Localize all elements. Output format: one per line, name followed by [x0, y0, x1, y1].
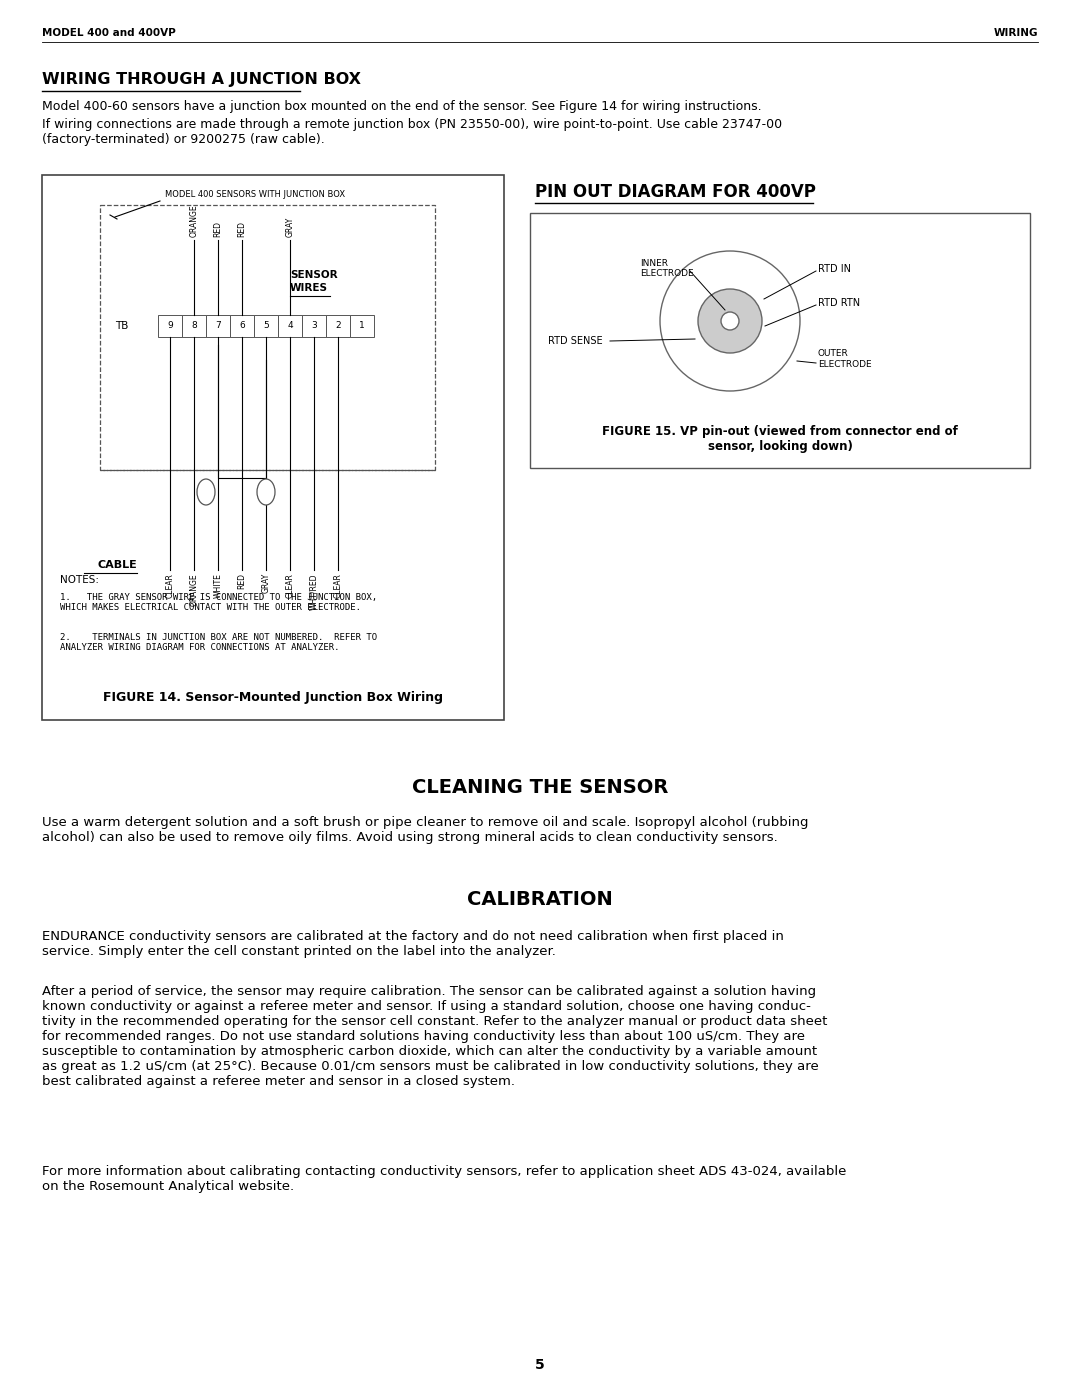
Text: CLEANING THE SENSOR: CLEANING THE SENSOR — [411, 778, 669, 798]
Bar — [100, 205, 435, 469]
Text: 5: 5 — [264, 321, 269, 331]
Text: 1.   THE GRAY SENSOR WIRE IS CONNECTED TO THE JUNCTION BOX,
WHICH MAKES ELECTRIC: 1. THE GRAY SENSOR WIRE IS CONNECTED TO … — [60, 592, 377, 612]
Ellipse shape — [257, 479, 275, 504]
Text: ENDURANCE conductivity sensors are calibrated at the factory and do not need cal: ENDURANCE conductivity sensors are calib… — [42, 930, 784, 958]
Text: 6: 6 — [239, 321, 245, 331]
Text: WHITE: WHITE — [214, 573, 222, 598]
Text: WHT/RED: WHT/RED — [310, 573, 319, 609]
Text: NOTES:: NOTES: — [60, 576, 99, 585]
Text: FIGURE 14. Sensor-Mounted Junction Box Wiring: FIGURE 14. Sensor-Mounted Junction Box W… — [103, 692, 443, 704]
Bar — [350, 314, 374, 337]
Bar — [206, 314, 230, 337]
Text: 9: 9 — [167, 321, 173, 331]
Text: CLEAR: CLEAR — [334, 573, 342, 598]
Text: 4: 4 — [287, 321, 293, 331]
Text: ORANGE: ORANGE — [189, 573, 199, 606]
Text: 2.    TERMINALS IN JUNCTION BOX ARE NOT NUMBERED.  REFER TO
ANALYZER WIRING DIAG: 2. TERMINALS IN JUNCTION BOX ARE NOT NUM… — [60, 633, 377, 652]
Bar — [183, 314, 206, 337]
Text: Model 400-60 sensors have a junction box mounted on the end of the sensor. See F: Model 400-60 sensors have a junction box… — [42, 101, 761, 113]
Bar — [326, 314, 350, 337]
Text: Use a warm detergent solution and a soft brush or pipe cleaner to remove oil and: Use a warm detergent solution and a soft… — [42, 816, 809, 844]
Text: ORANGE: ORANGE — [189, 204, 199, 237]
Text: CLEAR: CLEAR — [165, 573, 175, 598]
Text: 3: 3 — [311, 321, 316, 331]
Text: CALIBRATION: CALIBRATION — [468, 890, 612, 909]
Text: SENSOR: SENSOR — [291, 270, 338, 279]
Text: If wiring connections are made through a remote junction box (PN 23550-00), wire: If wiring connections are made through a… — [42, 117, 782, 147]
Text: RED: RED — [214, 221, 222, 237]
Bar — [278, 314, 302, 337]
Text: 5: 5 — [535, 1358, 545, 1372]
Bar — [230, 314, 254, 337]
Text: PIN OUT DIAGRAM FOR 400VP: PIN OUT DIAGRAM FOR 400VP — [535, 183, 815, 201]
Bar — [530, 212, 1030, 468]
Text: TB: TB — [114, 321, 129, 331]
Text: RED: RED — [238, 221, 246, 237]
Text: GRAY: GRAY — [285, 217, 295, 237]
Text: WIRING THROUGH A JUNCTION BOX: WIRING THROUGH A JUNCTION BOX — [42, 73, 361, 87]
Text: RTD RTN: RTD RTN — [818, 298, 860, 307]
Text: 2: 2 — [335, 321, 341, 331]
Text: For more information about calibrating contacting conductivity sensors, refer to: For more information about calibrating c… — [42, 1165, 847, 1193]
Text: OUTER
ELECTRODE: OUTER ELECTRODE — [818, 349, 872, 369]
Text: INNER
ELECTRODE: INNER ELECTRODE — [640, 258, 693, 278]
Text: RTD SENSE: RTD SENSE — [548, 337, 603, 346]
Text: RED: RED — [238, 573, 246, 590]
Bar — [254, 314, 278, 337]
Text: 8: 8 — [191, 321, 197, 331]
Text: CLEAR: CLEAR — [285, 573, 295, 598]
Text: After a period of service, the sensor may require calibration. The sensor can be: After a period of service, the sensor ma… — [42, 985, 827, 1088]
Text: FIGURE 15. VP pin-out (viewed from connector end of
sensor, looking down): FIGURE 15. VP pin-out (viewed from conne… — [602, 425, 958, 453]
Text: MODEL 400 SENSORS WITH JUNCTION BOX: MODEL 400 SENSORS WITH JUNCTION BOX — [165, 190, 346, 198]
Text: WIRING: WIRING — [994, 28, 1038, 38]
Text: WIRES: WIRES — [291, 284, 328, 293]
Circle shape — [698, 289, 762, 353]
Text: RTD IN: RTD IN — [818, 264, 851, 274]
Ellipse shape — [197, 479, 215, 504]
Text: GRAY: GRAY — [261, 573, 270, 594]
Bar — [42, 175, 504, 719]
Text: 7: 7 — [215, 321, 221, 331]
Circle shape — [660, 251, 800, 391]
Text: MODEL 400 and 400VP: MODEL 400 and 400VP — [42, 28, 176, 38]
Text: CABLE: CABLE — [97, 560, 137, 570]
Bar — [302, 314, 326, 337]
Circle shape — [721, 312, 739, 330]
Bar — [158, 314, 183, 337]
Text: 1: 1 — [360, 321, 365, 331]
